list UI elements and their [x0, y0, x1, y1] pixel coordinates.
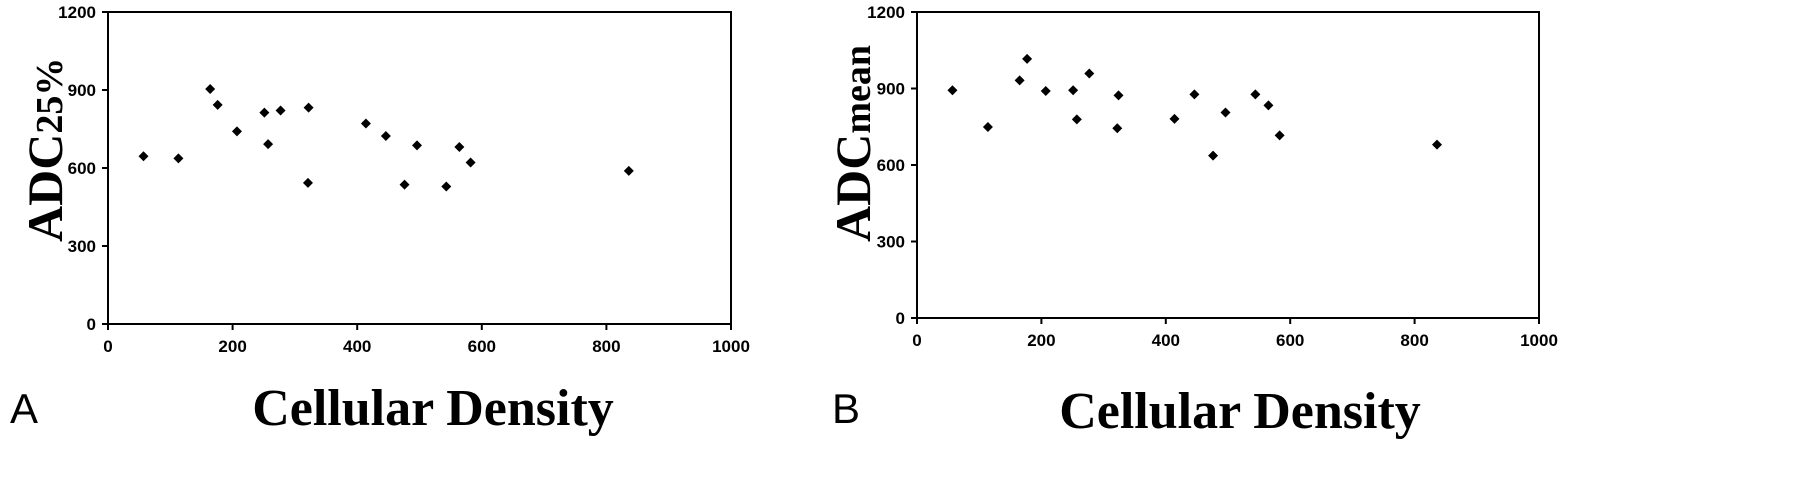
data-point-a — [399, 179, 410, 190]
y-tick-label-a: 900 — [68, 81, 96, 100]
x-tick-label-b: 200 — [1027, 331, 1055, 350]
data-point-a — [623, 165, 634, 176]
y-axis-title-b: ADCmean — [825, 45, 881, 242]
y-axis-title-main-a: ADC — [17, 134, 73, 242]
plot-area-a — [107, 11, 732, 325]
y-tick-label-b: 900 — [877, 80, 905, 99]
y-tick-label-a: 600 — [68, 159, 96, 178]
y-tick-label-b: 600 — [877, 156, 905, 175]
y-axis-title-sub-a: 25% — [29, 58, 71, 134]
y-tick-label-a: 1200 — [58, 3, 96, 22]
data-point-b — [1208, 150, 1219, 161]
plot-area-b — [916, 11, 1540, 319]
data-point-b — [1431, 139, 1442, 150]
y-tick-label-b: 1200 — [867, 3, 905, 22]
x-tick-label-a: 200 — [218, 337, 246, 356]
data-point-a — [360, 118, 371, 129]
x-tick-label-a: 1000 — [712, 337, 750, 356]
x-tick-label-b: 600 — [1276, 331, 1304, 350]
data-point-b — [1113, 90, 1124, 101]
y-tick-label-b: 0 — [896, 309, 905, 328]
x-tick-label-b: 800 — [1400, 331, 1428, 350]
data-point-b — [1263, 100, 1274, 111]
data-point-a — [259, 107, 270, 118]
data-point-b — [1040, 86, 1051, 97]
data-point-b — [1169, 113, 1180, 124]
x-tick-label-a: 0 — [103, 337, 112, 356]
y-tick-label-a: 300 — [68, 237, 96, 256]
data-point-b — [1084, 68, 1095, 79]
data-point-b — [947, 85, 958, 96]
x-tick-label-a: 400 — [343, 337, 371, 356]
data-point-a — [205, 83, 216, 94]
data-point-b — [1022, 53, 1033, 64]
data-point-b — [982, 122, 993, 133]
y-tick-label-a: 0 — [87, 315, 96, 334]
data-point-a — [212, 99, 223, 110]
data-point-a — [441, 181, 452, 192]
y-axis-title-sub-b: mean — [837, 45, 879, 134]
x-tick-label-b: 0 — [912, 331, 921, 350]
y-axis-title-a: ADC25% — [17, 58, 73, 242]
data-point-a — [412, 140, 423, 151]
data-point-b — [1014, 75, 1025, 86]
data-point-a — [231, 126, 242, 137]
x-tick-label-a: 600 — [468, 337, 496, 356]
panel-label-a: A — [10, 385, 38, 432]
data-point-a — [465, 157, 476, 168]
data-point-a — [454, 141, 465, 152]
data-point-a — [302, 177, 313, 188]
x-tick-label-b: 400 — [1152, 331, 1180, 350]
x-tick-label-b: 1000 — [1520, 331, 1558, 350]
data-point-b — [1112, 123, 1123, 134]
data-point-b — [1068, 85, 1079, 96]
data-point-b — [1250, 89, 1261, 100]
x-axis-title-a: Cellular Density — [252, 380, 614, 437]
x-axis-title-b: Cellular Density — [1059, 383, 1421, 440]
panel-b: 0 300 600 900 1200 0 200 400 600 800 1000 ADCmean… — [825, 3, 1558, 440]
data-point-a — [138, 151, 149, 162]
y-axis-title-main-b: ADC — [825, 134, 881, 242]
data-point-a — [263, 139, 274, 150]
data-point-b — [1220, 107, 1231, 118]
data-point-a — [173, 153, 184, 164]
panel-label-b: B — [832, 385, 860, 432]
x-tick-label-a: 800 — [592, 337, 620, 356]
data-point-b — [1071, 114, 1082, 125]
data-point-a — [275, 105, 286, 116]
data-point-a — [303, 102, 314, 113]
data-point-b — [1189, 89, 1200, 100]
y-tick-label-b: 300 — [877, 233, 905, 252]
data-point-a — [380, 131, 391, 142]
data-point-b — [1274, 130, 1285, 141]
